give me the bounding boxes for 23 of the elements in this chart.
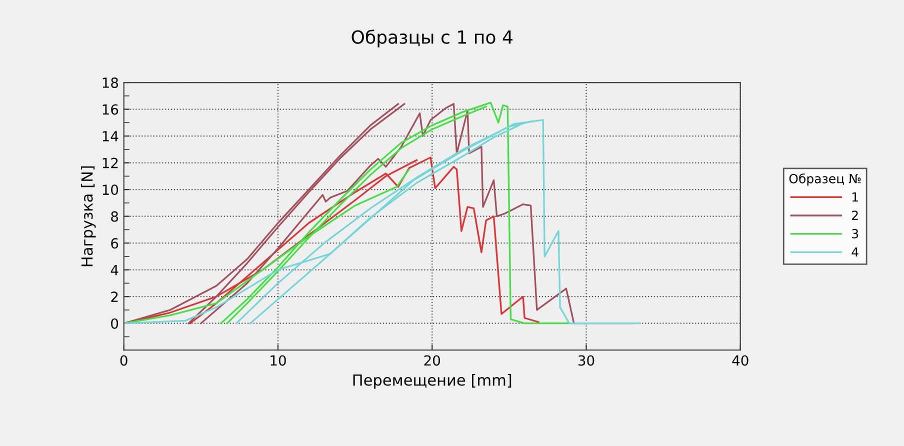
y-tick-label: 16	[102, 104, 118, 115]
x-tick-label: 30	[578, 355, 594, 366]
x-tick-label: 10	[270, 355, 286, 366]
y-axis-title: Нагрузка [N]	[80, 166, 96, 266]
x-tick-label: 40	[732, 355, 748, 366]
y-tick-label: 14	[102, 131, 118, 142]
y-tick-label: 2	[111, 292, 118, 302]
x-tick-label: 0	[120, 355, 128, 366]
chart-title: Образцы с 1 по 4	[352, 30, 512, 48]
x-tick-label: 20	[424, 355, 440, 366]
y-tick-label: 12	[102, 158, 118, 168]
y-tick-label: 0	[111, 318, 118, 329]
legend-label: 2	[852, 210, 858, 220]
x-axis-title: Перемещение [mm]	[353, 374, 512, 389]
y-tick-label: 8	[111, 211, 118, 222]
y-tick-label: 18	[102, 77, 118, 88]
y-tick-label: 4	[110, 264, 118, 276]
legend-label: 1	[852, 192, 858, 202]
y-tick-label: 10	[102, 184, 118, 196]
y-tick-label: 6	[111, 238, 118, 249]
legend-label: 4	[852, 247, 858, 257]
legend-title: Образец №	[789, 173, 861, 186]
legend-label: 3	[852, 228, 858, 238]
